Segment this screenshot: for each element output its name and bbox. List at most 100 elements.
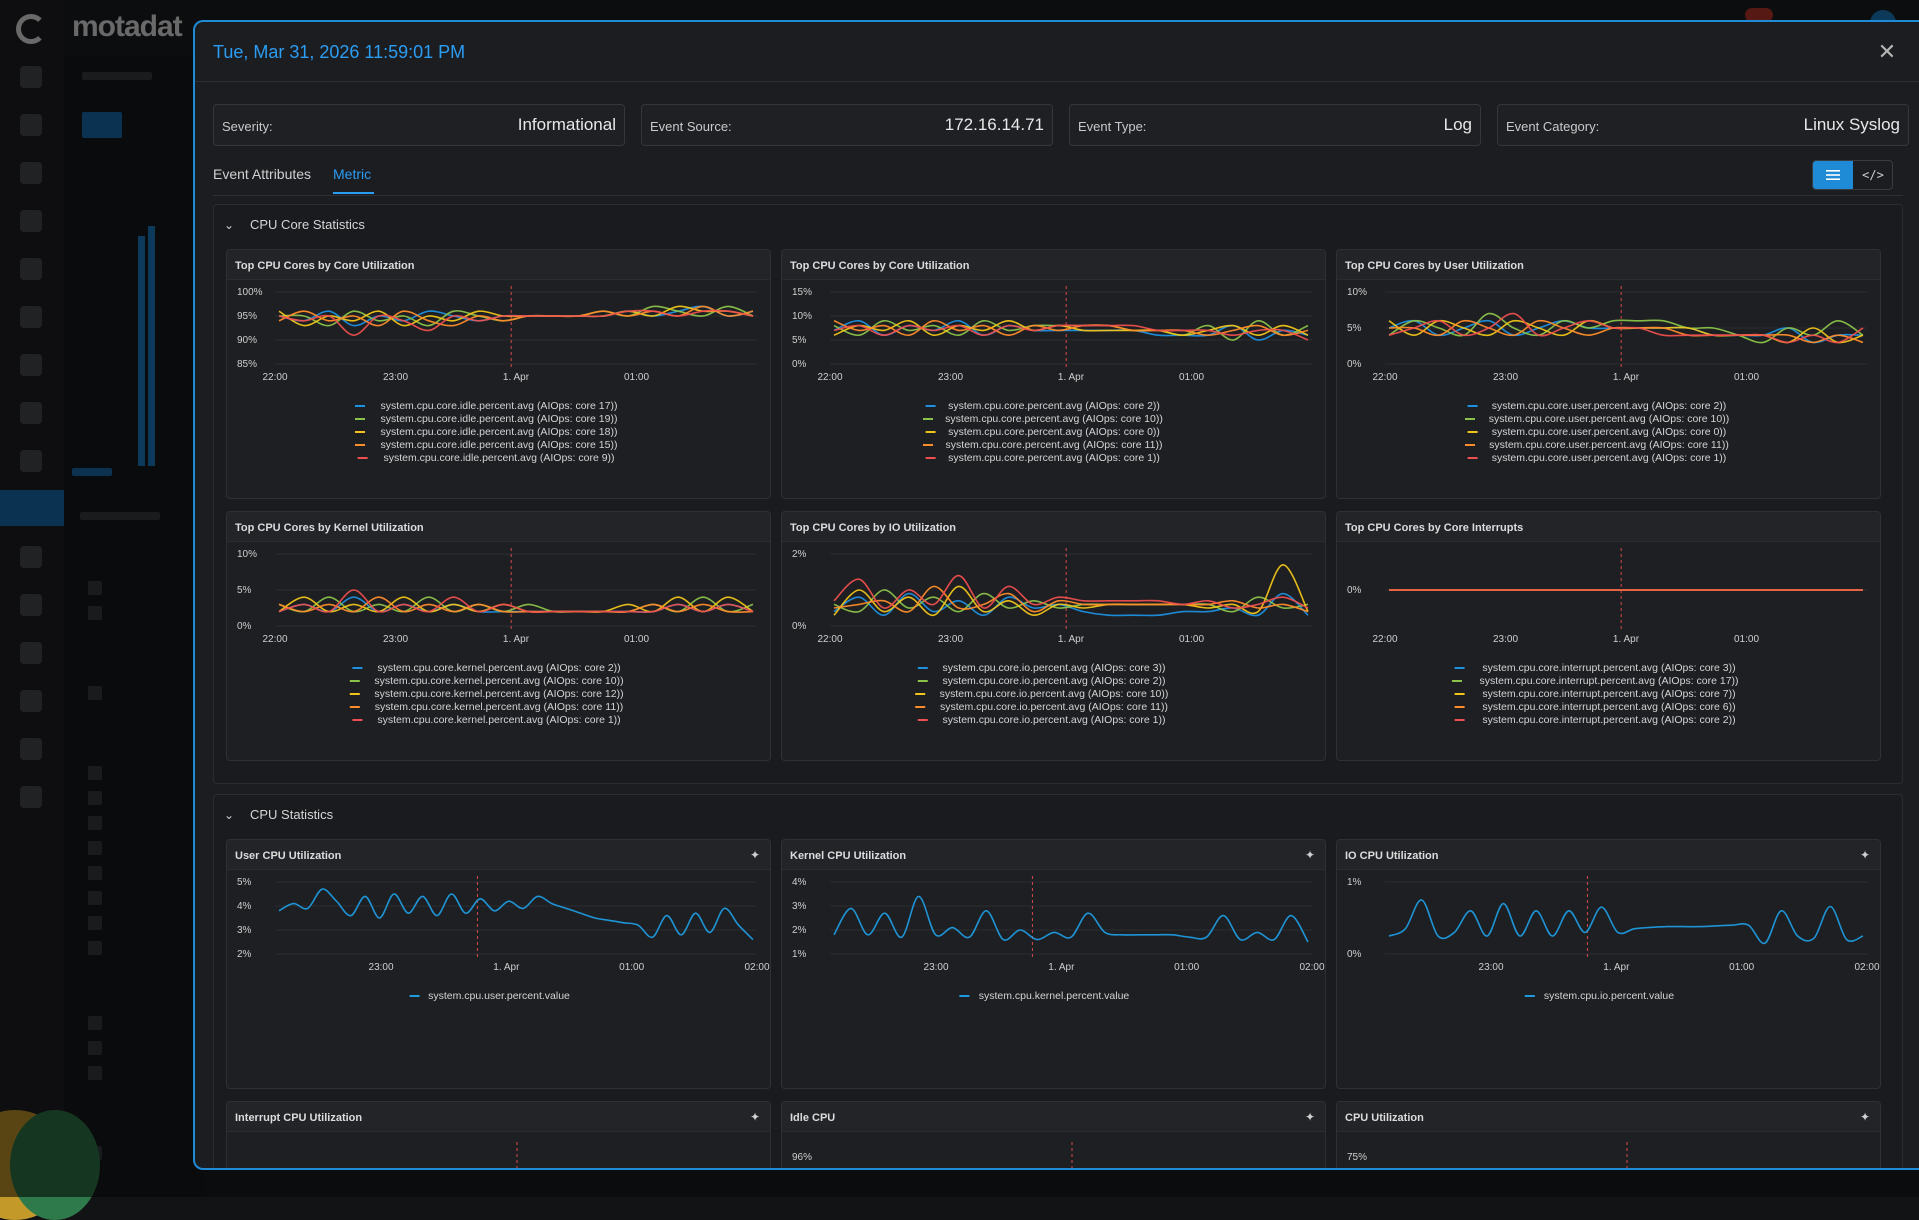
x-tick-label: 1. Apr [1613, 634, 1640, 645]
y-tick-label: 96% [792, 1152, 812, 1163]
series-line [833, 585, 1309, 613]
legend-item: system.cpu.core.interrupt.percent.avg (A… [1454, 688, 1736, 700]
x-tick-label: 22:00 [262, 634, 287, 645]
y-tick-label: 95% [237, 311, 257, 322]
y-tick-label: 90% [237, 335, 257, 346]
event-category-value: Linux Syslog [1803, 115, 1900, 134]
legend-label: system.cpu.core.interrupt.percent.avg (A… [1479, 675, 1738, 687]
chart-card: Top CPU Cores by User Utilization 10% 5% 0… [1336, 249, 1881, 499]
series-line [833, 319, 1309, 337]
y-tick-label: 0% [792, 621, 807, 632]
y-tick-label: 0% [1347, 949, 1362, 960]
legend-item: system.cpu.core.kernel.percent.avg (AIOp… [349, 675, 624, 687]
series-line [1388, 319, 1864, 344]
legend-label: system.cpu.core.idle.percent.avg (AIOps:… [381, 413, 618, 425]
legend-label: system.cpu.core.io.percent.avg (AIOps: c… [940, 688, 1169, 700]
x-tick-label: 23:00 [1493, 372, 1518, 383]
sparkle-icon[interactable]: ✦ [1859, 1110, 1870, 1124]
y-tick-label: 3% [237, 925, 252, 936]
legend-label: system.cpu.core.user.percent.avg (AIOps:… [1492, 452, 1727, 464]
section-header[interactable]: ⌄ CPU Core Statistics [224, 217, 365, 232]
y-tick-label: 1% [1347, 877, 1362, 888]
chart-title: Top CPU Cores by IO Utilization [790, 522, 957, 534]
legend-item: system.cpu.core.kernel.percent.avg (AIOp… [352, 714, 621, 726]
event-source-field: Event Source: 172.16.14.71 [641, 104, 1053, 146]
series-line [833, 589, 1309, 613]
x-tick-label: 1. Apr [503, 634, 530, 645]
sparkle-icon[interactable]: ✦ [749, 848, 760, 862]
x-tick-label: 23:00 [1479, 962, 1504, 973]
legend-label: system.cpu.core.io.percent.avg (AIOps: c… [943, 714, 1166, 726]
legend-label: system.cpu.core.idle.percent.avg (AIOps:… [381, 439, 618, 451]
chart-card: User CPU Utilization ✦ 5% 4% 3% 2% 23:00 1. Ap… [226, 839, 771, 1089]
legend-item: system.cpu.core.kernel.percent.avg (AIOp… [349, 688, 624, 700]
legend-item: system.cpu.core.percent.avg (AIOps: core… [925, 452, 1160, 464]
y-tick-label: 3% [792, 901, 807, 912]
y-tick-label: 10% [1347, 287, 1367, 298]
chevron-down-icon[interactable]: ⌄ [224, 218, 235, 232]
legend-item: system.cpu.core.io.percent.avg (AIOps: c… [917, 662, 1165, 674]
chart-title: Interrupt CPU Utilization [235, 1112, 363, 1124]
y-tick-label: 1% [792, 949, 807, 960]
series-line [278, 589, 754, 613]
sparkle-icon[interactable]: ✦ [749, 1110, 760, 1124]
legend-label: system.cpu.core.kernel.percent.avg (AIOp… [377, 714, 620, 726]
x-tick-label: 01:00 [1179, 634, 1204, 645]
chevron-down-icon[interactable]: ⌄ [224, 808, 235, 822]
y-tick-label: 0% [237, 621, 252, 632]
series-line [1388, 312, 1864, 344]
legend-label: system.cpu.io.percent.value [1544, 990, 1674, 1002]
code-icon[interactable]: </> [1862, 168, 1884, 182]
legend-label: system.cpu.core.percent.avg (AIOps: core… [948, 426, 1160, 438]
x-tick-label: 02:00 [1854, 962, 1879, 973]
legend-item: system.cpu.user.percent.value [409, 990, 570, 1002]
legend-label: system.cpu.core.user.percent.avg (AIOps:… [1489, 413, 1729, 425]
y-tick-label: 15% [792, 287, 812, 298]
legend-label: system.cpu.core.kernel.percent.avg (AIOp… [374, 675, 623, 687]
x-tick-label: 1. Apr [1613, 372, 1640, 383]
y-tick-label: 4% [792, 877, 807, 888]
legend-label: system.cpu.core.percent.avg (AIOps: core… [946, 439, 1163, 451]
chart-title: Top CPU Cores by Core Utilization [235, 260, 415, 272]
x-tick-label: 22:00 [262, 372, 287, 383]
x-tick-label: 01:00 [1179, 372, 1204, 383]
chart-svg: 15% 10% 5% 0% 22:00 23:00 1. Apr 01:00 system.cp… [792, 286, 1312, 464]
sparkle-icon[interactable]: ✦ [1304, 848, 1315, 862]
event-category-label: Event Category: [1506, 119, 1600, 134]
chart-card: Interrupt CPU Utilization ✦ [226, 1101, 771, 1168]
chart-title: Top CPU Cores by Kernel Utilization [235, 522, 424, 534]
section-header[interactable]: ⌄ CPU Statistics [224, 807, 333, 822]
close-icon[interactable]: ✕ [1877, 39, 1897, 64]
x-tick-label: 23:00 [1493, 634, 1518, 645]
chart-svg: 96% [792, 1142, 1073, 1168]
sparkle-icon[interactable]: ✦ [1859, 848, 1870, 862]
list-icon[interactable] [1813, 161, 1853, 189]
y-tick-label: 85% [237, 359, 257, 370]
tab-metric[interactable]: Metric [333, 166, 372, 182]
series-line [278, 596, 754, 613]
chart-svg [516, 1142, 518, 1168]
legend-item: system.cpu.core.user.percent.avg (AIOps:… [1467, 452, 1727, 464]
sparkle-icon[interactable]: ✦ [1304, 1110, 1315, 1124]
legend-item: system.cpu.core.interrupt.percent.avg (A… [1454, 662, 1736, 674]
legend-item: system.cpu.core.io.percent.avg (AIOps: c… [917, 714, 1166, 726]
section-title: CPU Statistics [250, 807, 334, 822]
event-type-field: Event Type: Log [1069, 104, 1481, 146]
tab-event-attributes[interactable]: Event Attributes [213, 166, 312, 182]
legend-item: system.cpu.core.interrupt.percent.avg (A… [1454, 714, 1736, 726]
modal-header: Tue, Mar 31, 2026 11:59:01 PM ✕ [195, 22, 1919, 82]
severity-value: Informational [517, 115, 616, 134]
legend-item: system.cpu.core.user.percent.avg (AIOps:… [1467, 400, 1726, 412]
y-tick-label: 10% [237, 549, 257, 560]
y-tick-label: 0% [1347, 585, 1362, 596]
y-tick-label: 0% [792, 359, 807, 370]
x-tick-label: 22:00 [817, 372, 842, 383]
series-line [833, 895, 1309, 943]
legend-item: system.cpu.io.percent.value [1524, 990, 1674, 1002]
legend-label: system.cpu.core.interrupt.percent.avg (A… [1482, 701, 1735, 713]
chart-card: Idle CPU ✦ 96% [781, 1101, 1326, 1168]
series-line [833, 563, 1309, 617]
legend-item: system.cpu.core.io.percent.avg (AIOps: c… [915, 688, 1168, 700]
legend-label: system.cpu.core.kernel.percent.avg (AIOp… [377, 662, 620, 674]
legend-item: system.cpu.core.idle.percent.avg (AIOps:… [355, 439, 617, 451]
